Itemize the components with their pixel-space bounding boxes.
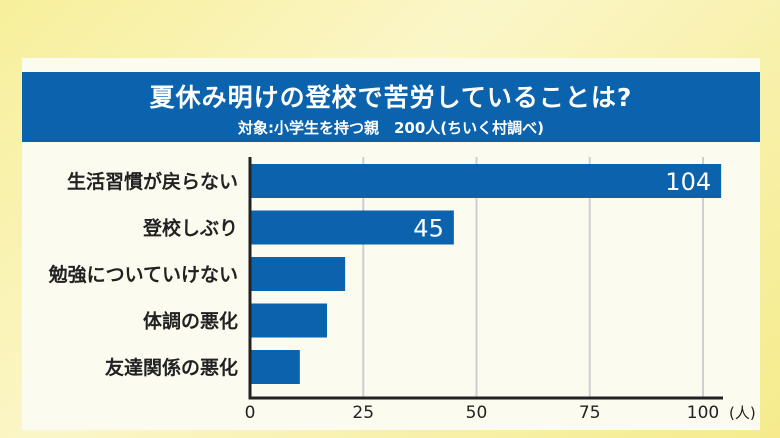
chart-title: 夏休み明けの登校で苦労していることは? [149, 83, 633, 112]
x-tick-label: 25 [352, 403, 374, 423]
x-tick-label: 75 [579, 403, 601, 423]
x-tick-label: 100 [687, 403, 719, 423]
unit-label: (人) [729, 404, 756, 422]
data-label: 45 [413, 215, 444, 243]
chart-subtitle: 対象:小学生を持つ親 200人(ちいく村調べ) [237, 119, 545, 137]
bar [250, 350, 300, 384]
category-label: 登校しぶり [142, 217, 238, 240]
data-label: 104 [665, 168, 711, 196]
x-tick-label: 0 [245, 403, 256, 423]
category-label: 生活習慣が戻らない [67, 170, 238, 193]
category-label: 体調の悪化 [143, 310, 238, 333]
bar [250, 303, 328, 338]
category-label: 友達関係の悪化 [105, 356, 238, 379]
x-tick-label: 50 [466, 403, 488, 423]
axis-line [248, 157, 723, 400]
bar [250, 164, 722, 198]
category-label: 勉強についていけない [48, 263, 238, 286]
bar [250, 210, 454, 245]
title-bar: 夏休み明けの登校で苦労していることは? 対象:小学生を持つ親 200人(ちいく村… [22, 72, 760, 142]
bar [250, 257, 346, 291]
